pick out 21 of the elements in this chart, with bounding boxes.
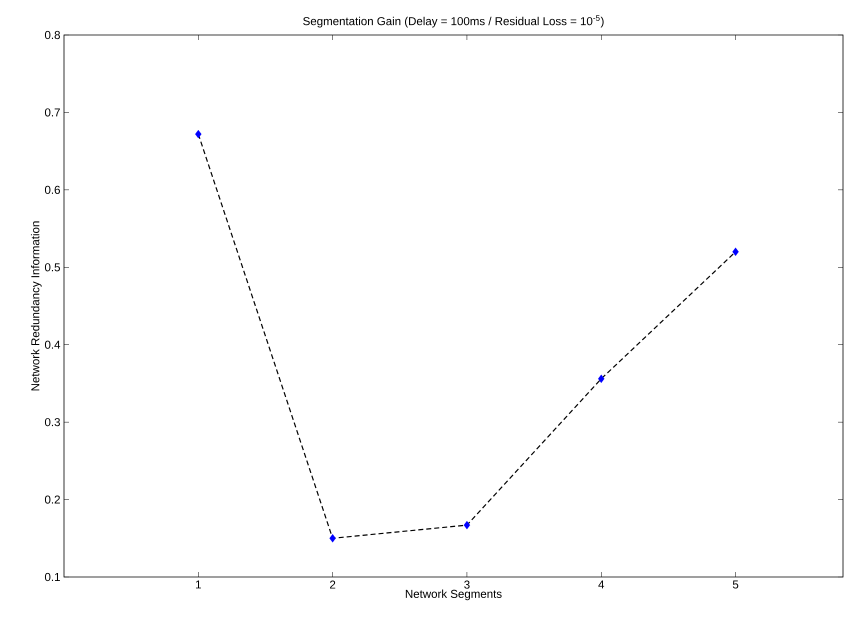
x-tick-label: 1 <box>196 580 201 588</box>
y-tick-label: 0.5 <box>44 263 60 272</box>
y-tick-label: 0.4 <box>44 340 60 349</box>
y-tick-label: 0.2 <box>44 496 60 504</box>
y-tick-label: 0.7 <box>44 108 60 116</box>
x-axis-title: Network Segments <box>406 590 502 600</box>
y-tick-label: 0.6 <box>44 186 60 194</box>
point <box>598 374 604 383</box>
y-tick-label: 0.3 <box>44 418 60 426</box>
y-axis-title: Network Redundancy Information <box>30 221 42 390</box>
x-tick-label: 5 <box>732 580 738 589</box>
x-tick-label: 4 <box>598 580 604 588</box>
point <box>464 520 470 530</box>
x-tick-label: 3 <box>464 580 470 589</box>
y-tick-label: 0.8 <box>44 30 60 40</box>
y-tick-label: 0.1 <box>44 572 60 582</box>
x-tick-label: 2 <box>330 580 336 589</box>
point <box>732 248 739 256</box>
point <box>329 534 336 542</box>
point <box>195 130 202 138</box>
chart-title: Segmentation Gain (Delay = 100ms / Residual Loss = 10$^{-5}$) <box>303 15 604 28</box>
